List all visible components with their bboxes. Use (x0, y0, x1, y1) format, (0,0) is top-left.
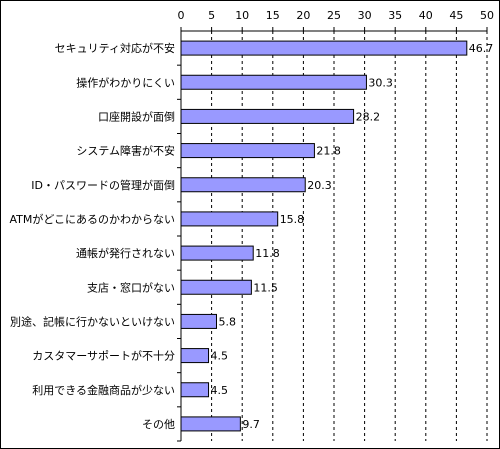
data-label: 30.3 (368, 76, 393, 89)
data-label: 9.7 (242, 418, 260, 431)
x-tick-label: 40 (419, 9, 433, 22)
bar (180, 416, 241, 432)
category-label: セキュリティ対応が不安 (55, 41, 175, 55)
bar (180, 143, 315, 159)
category-label: システム障害が不安 (76, 144, 175, 158)
category-label: 操作がわかりにくい (76, 75, 175, 89)
x-tick-label: 10 (235, 9, 249, 22)
category-label: 利用できる金融商品が少ない (32, 383, 175, 397)
x-tick-label: 0 (178, 9, 185, 22)
bar (180, 348, 210, 364)
data-label: 11.5 (253, 281, 278, 294)
data-label: 46.7 (469, 42, 494, 55)
category-label: 別途、記帳に行かないといけない (10, 314, 175, 328)
category-label: 通帳が発行されない (76, 246, 175, 260)
data-label: 20.3 (307, 179, 332, 192)
x-tick-label: 5 (208, 9, 215, 22)
category-label: ID・パスワードの管理が面倒 (31, 178, 175, 192)
data-label: 11.8 (255, 247, 280, 260)
bar (180, 245, 254, 261)
bar (180, 108, 355, 124)
x-tick-label: 15 (266, 9, 280, 22)
x-tick-label: 25 (327, 9, 341, 22)
category-label: カスタマーサポートが不十分 (32, 349, 175, 363)
bar (180, 74, 367, 90)
data-label: 5.8 (218, 315, 236, 328)
x-tick-label: 50 (480, 9, 494, 22)
x-tick-label: 35 (388, 9, 402, 22)
category-label: 支店・窓口がない (87, 280, 175, 294)
category-label: 口座開設が面倒 (98, 109, 175, 123)
data-label: 4.5 (211, 350, 229, 363)
bar (180, 211, 279, 227)
data-label: 21.8 (316, 145, 341, 158)
data-label: 15.8 (280, 213, 305, 226)
bar (180, 177, 306, 193)
bar (180, 382, 210, 398)
x-tick-label: 45 (449, 9, 463, 22)
data-label: 28.2 (356, 110, 381, 123)
bar (180, 313, 217, 329)
bar (180, 279, 252, 295)
x-tick-label: 20 (296, 9, 310, 22)
category-label: ATMがどこにあるのかわからない (9, 212, 175, 226)
x-tick-label: 30 (358, 9, 372, 22)
data-label: 4.5 (211, 384, 229, 397)
bar (180, 40, 468, 56)
category-label: その他 (142, 418, 175, 431)
